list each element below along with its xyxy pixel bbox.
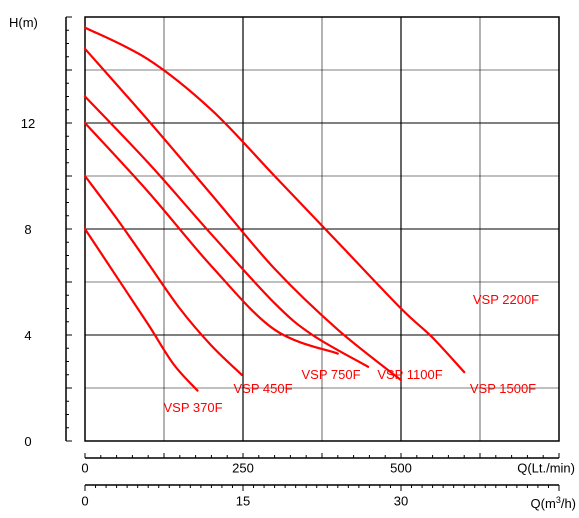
x-axis-secondary-title: Q(m3/h) (531, 495, 576, 511)
x-tick-label-secondary: 0 (81, 494, 88, 509)
series-line-vsp-370f (83, 227, 199, 392)
series-label-vsp-370f: VSP 370F (163, 400, 222, 415)
series-label-vsp-1100f: VSP 1100F (377, 367, 442, 382)
y-tick-label: 4 (24, 328, 31, 343)
series-line-vsp-750f (83, 121, 339, 355)
y-tick-label: 8 (24, 222, 31, 237)
series-labels: VSP 370F VSP 450F VSP 750F VSP 1100F VSP 150… (163, 292, 539, 415)
series-line-vsp-450f (83, 174, 243, 376)
grid (85, 17, 559, 441)
series-layer (83, 26, 466, 392)
x-tick-label-primary: 0 (81, 461, 88, 476)
series-line-vsp-1100f (83, 95, 370, 368)
series-line-vsp-2200f (83, 26, 466, 374)
x-tick-label-secondary: 30 (394, 494, 408, 509)
series-line-vsp-1500f (83, 47, 403, 382)
axes: 0 4 8 12 H(m) 0 250 500 Q(Lt./min) 0 15 30 Q(m3/h) (9, 15, 576, 511)
y-tick-label: 0 (24, 434, 31, 449)
series-label-vsp-750f: VSP 750F (301, 367, 360, 382)
y-axis-title: H(m) (9, 15, 38, 30)
series-label-vsp-2200f: VSP 2200F (473, 292, 539, 307)
x-tick-label-primary: 500 (390, 461, 412, 476)
x-tick-label-primary: 250 (232, 461, 254, 476)
series-label-vsp-450f: VSP 450F (233, 381, 292, 396)
x-tick-label-secondary: 15 (236, 494, 250, 509)
y-tick-label: 12 (21, 116, 35, 131)
x-axis-primary-title: Q(Lt./min) (517, 461, 575, 476)
series-label-vsp-1500f: VSP 1500F (470, 381, 536, 396)
